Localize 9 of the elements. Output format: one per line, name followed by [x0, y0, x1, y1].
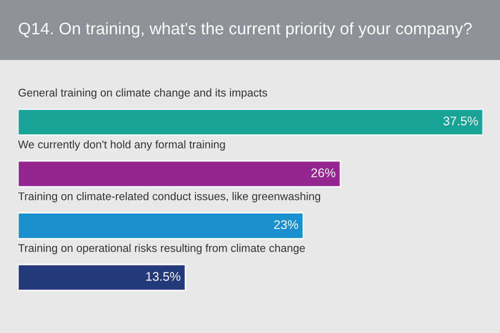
chart-title: Q14. On training, what's the current priority of your company? [18, 22, 472, 38]
y-tick-label: Training on operational risks resulting from climate change [18, 244, 305, 254]
data-label: 37.5% [443, 116, 478, 126]
data-label: 13.5% [146, 272, 180, 281]
data-label: 26% [311, 168, 336, 178]
y-tick-label: We currently don't hold any formal training [18, 140, 225, 151]
data-label: 23% [274, 220, 298, 230]
y-tick-label: General training on climate change and its impacts [18, 88, 268, 99]
y-tick-label: Training on climate-related conduct issues, like greenwashing [18, 192, 320, 202]
